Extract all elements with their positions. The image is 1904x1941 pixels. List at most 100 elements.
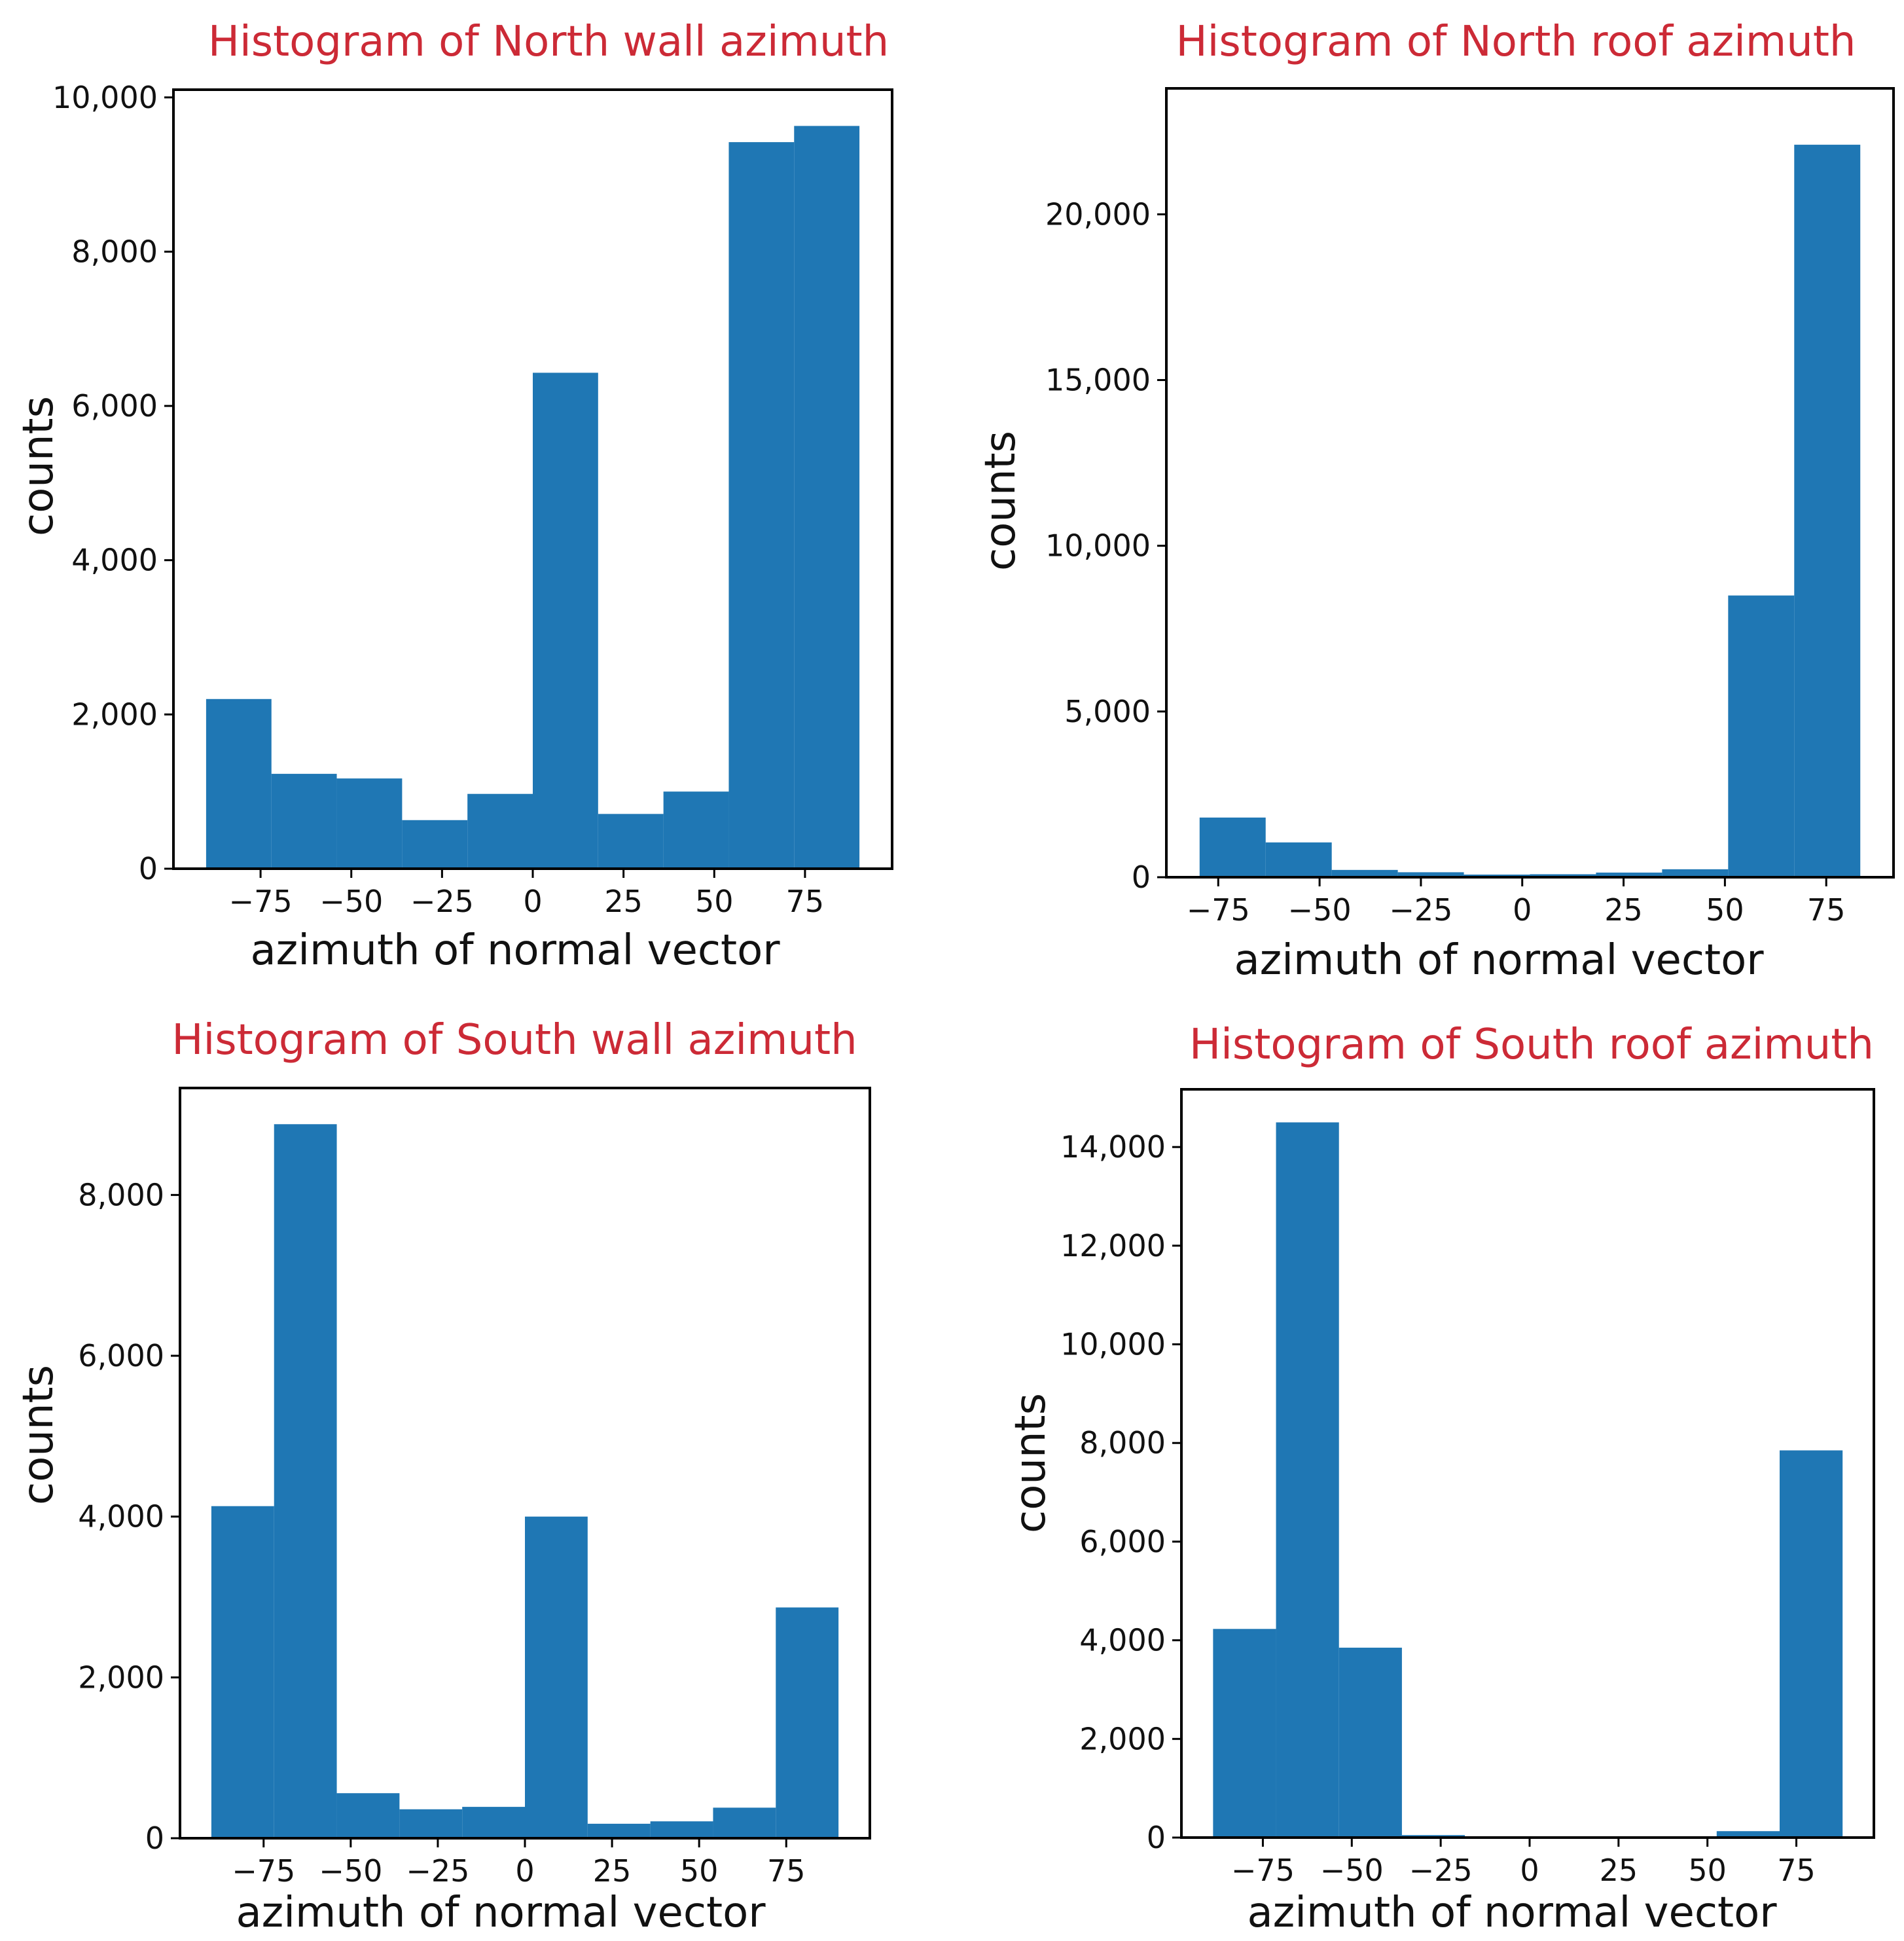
plot-frame — [1165, 87, 1895, 879]
y-tick-label: 5,000 — [1064, 694, 1151, 729]
y-axis-label: counts — [1007, 1393, 1055, 1533]
x-axis-ticks: −75 −50 −25 0 25 50 75 — [229, 869, 825, 919]
histogram-bar — [650, 1821, 713, 1838]
y-tick-label: 8,000 — [1079, 1425, 1166, 1460]
histogram-bar — [462, 1807, 525, 1838]
chart-south-wall: Histogram of South wall azimuth −75 −50 −2… — [14, 1016, 871, 1937]
x-tick-label: 50 — [695, 884, 734, 919]
x-tick-label: −25 — [1389, 892, 1452, 928]
histogram-bar — [713, 1807, 776, 1838]
x-axis-label: azimuth of normal vector — [250, 926, 780, 975]
histogram-bar — [1794, 145, 1861, 878]
y-axis-ticks: 0 2,000 4,000 6,000 8,000 10,000 12,000 14,000 — [1060, 1129, 1181, 1855]
x-tick-label: −50 — [1288, 892, 1352, 928]
x-axis-ticks: −75 −50 −25 0 25 50 75 — [1231, 1838, 1816, 1888]
histogram-bar — [1213, 1629, 1276, 1838]
y-tick-label: 6,000 — [1079, 1524, 1166, 1559]
chart-north-wall: Histogram of North wall azimuth −75 −50 −2… — [14, 18, 893, 975]
histogram-bar — [1199, 817, 1266, 877]
y-tick-label: 0 — [1132, 860, 1151, 895]
y-tick-label: 2,000 — [1079, 1721, 1166, 1756]
histogram-bar — [1464, 874, 1530, 877]
y-tick-label: 2,000 — [71, 697, 158, 732]
chart-title: Histogram of South wall azimuth — [171, 1016, 857, 1064]
y-tick-label: 6,000 — [78, 1338, 164, 1373]
histogram-bar — [271, 774, 337, 869]
y-tick-label: 8,000 — [71, 234, 158, 269]
histogram-bar — [1331, 869, 1398, 877]
x-tick-label: 75 — [767, 1853, 806, 1889]
histogram-bar — [525, 1516, 588, 1838]
bars-south-wall — [211, 1124, 839, 1838]
y-tick-label: 10,000 — [1060, 1327, 1166, 1362]
x-tick-label: −25 — [410, 884, 474, 919]
x-tick-label: 25 — [604, 884, 643, 919]
histogram-bar — [1338, 1647, 1402, 1838]
bars-north-roof — [1199, 145, 1861, 878]
y-axis-ticks: 0 2,000 4,000 6,000 8,000 10,000 — [52, 80, 173, 886]
y-axis-ticks: 0 5,000 10,000 15,000 20,000 — [1045, 196, 1166, 895]
histogram-bar — [728, 142, 795, 869]
x-axis-ticks: −75 −50 −25 0 25 50 75 — [1187, 877, 1846, 928]
x-tick-label: 25 — [1600, 1853, 1638, 1888]
x-tick-label: −25 — [406, 1853, 469, 1889]
histogram-bar — [1662, 869, 1729, 877]
y-tick-label: 8,000 — [78, 1177, 164, 1212]
x-tick-label: 75 — [1807, 892, 1846, 928]
histogram-bar — [402, 820, 468, 869]
y-tick-label: 20,000 — [1045, 196, 1151, 232]
histogram-bar — [1596, 872, 1662, 877]
y-tick-label: 15,000 — [1045, 363, 1151, 398]
histogram-bar — [399, 1809, 463, 1838]
histogram-bar — [1779, 1450, 1843, 1838]
y-tick-label: 0 — [145, 1821, 164, 1856]
histogram-bar — [1276, 1122, 1339, 1838]
x-tick-label: 0 — [1513, 892, 1532, 928]
x-tick-label: −25 — [1409, 1853, 1473, 1888]
y-tick-label: 2,000 — [78, 1660, 164, 1695]
x-tick-label: 0 — [1520, 1853, 1539, 1888]
y-axis-label: counts — [14, 396, 63, 536]
histogram-bar — [336, 1793, 400, 1838]
histogram-bar — [776, 1607, 839, 1838]
y-tick-label: 4,000 — [71, 543, 158, 578]
x-tick-label: −75 — [1187, 892, 1250, 928]
x-tick-label: −50 — [319, 884, 383, 919]
x-tick-label: −75 — [229, 884, 293, 919]
x-tick-label: 25 — [1604, 892, 1643, 928]
chart-title: Histogram of North roof azimuth — [1176, 18, 1856, 66]
chart-south-roof: Histogram of South roof azimuth −75 −50 −2… — [1007, 1021, 1875, 1937]
y-tick-label: 4,000 — [78, 1499, 164, 1534]
y-tick-label: 12,000 — [1060, 1228, 1166, 1263]
y-axis-ticks: 0 2,000 4,000 6,000 8,000 — [78, 1177, 180, 1856]
y-tick-label: 10,000 — [52, 80, 158, 115]
histogram-bar — [587, 1823, 651, 1838]
histogram-bar — [206, 698, 272, 869]
y-tick-label: 10,000 — [1045, 528, 1151, 564]
x-tick-label: 0 — [523, 884, 542, 919]
x-axis-ticks: −75 −50 −25 0 25 50 75 — [232, 1838, 806, 1889]
x-tick-label: 50 — [1688, 1853, 1727, 1888]
y-tick-label: 4,000 — [1079, 1623, 1166, 1658]
y-tick-label: 6,000 — [71, 388, 158, 424]
x-tick-label: 50 — [680, 1853, 719, 1889]
histogram-bar — [1265, 842, 1332, 877]
x-tick-label: 75 — [786, 884, 825, 919]
x-axis-label: azimuth of normal vector — [1247, 1889, 1777, 1937]
histogram-bar — [794, 126, 860, 869]
histogram-bar — [336, 778, 403, 869]
plot-frame — [1180, 1088, 1875, 1839]
chart-title: Histogram of North wall azimuth — [208, 18, 889, 66]
bars-north-wall — [206, 126, 860, 869]
x-tick-label: 50 — [1706, 892, 1744, 928]
y-tick-label: 14,000 — [1060, 1129, 1166, 1165]
x-tick-label: 75 — [1777, 1853, 1816, 1888]
x-tick-label: −50 — [319, 1853, 382, 1889]
histogram-bar — [533, 372, 598, 869]
histogram-bar — [663, 791, 729, 869]
histogram-bar — [1397, 872, 1464, 877]
y-tick-label: 0 — [139, 851, 158, 886]
y-axis-label: counts — [14, 1365, 63, 1505]
bars-south-roof — [1213, 1122, 1843, 1838]
